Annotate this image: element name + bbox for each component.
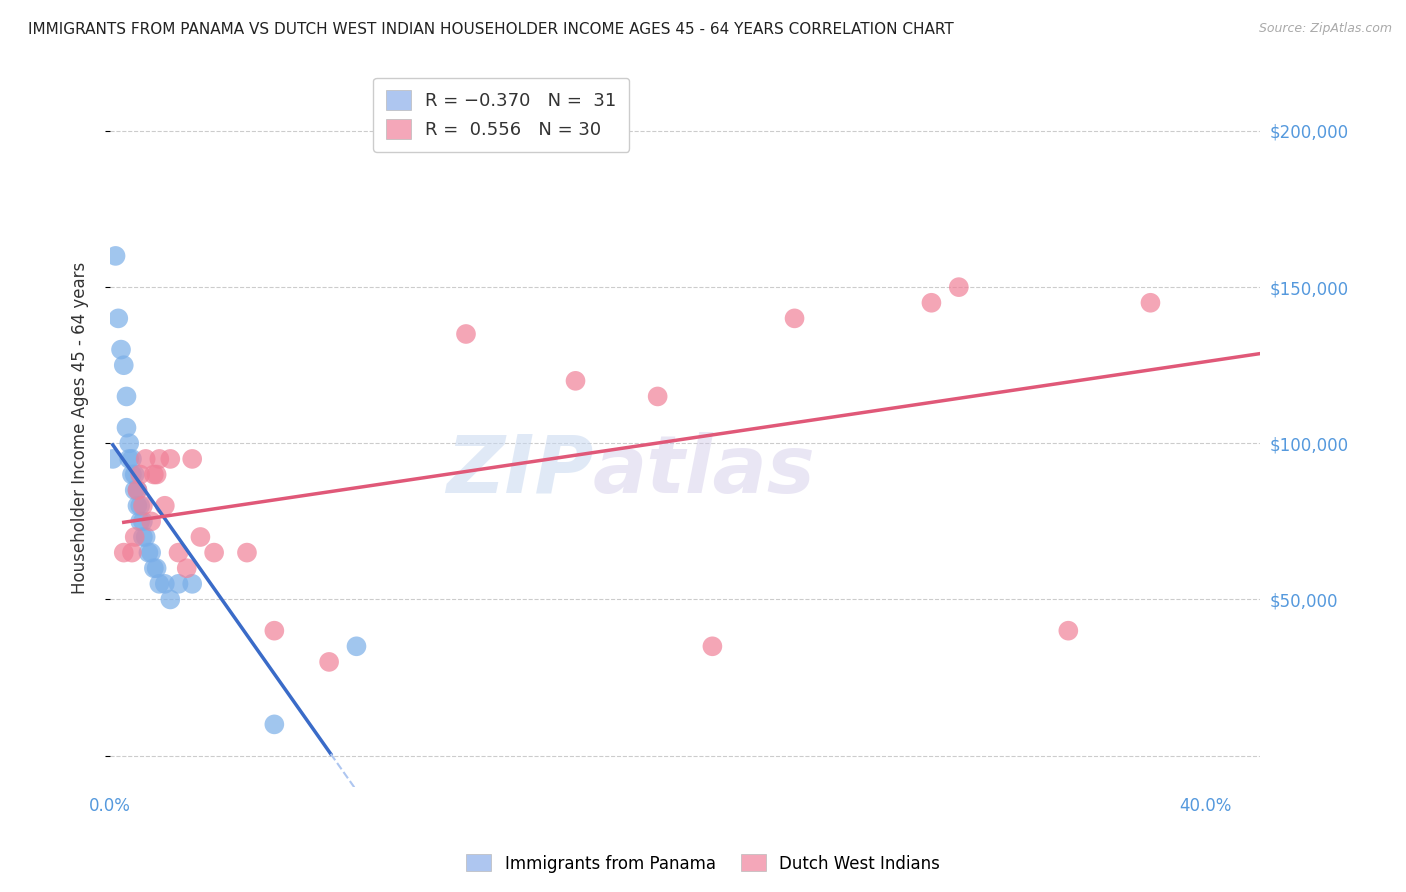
Point [148, 577, 170, 591]
Point [159, 592, 181, 607]
Point [948, 280, 970, 294]
Point [153, 499, 176, 513]
Point [132, 530, 155, 544]
Point [202, 546, 225, 560]
Point [236, 546, 259, 560]
Point [124, 483, 146, 497]
Point [167, 577, 190, 591]
Point [564, 374, 586, 388]
Point [132, 499, 155, 513]
Point [129, 514, 152, 528]
Point [124, 530, 146, 544]
Point [112, 358, 135, 372]
Point [127, 483, 149, 497]
Point [101, 451, 124, 466]
Point [176, 561, 198, 575]
Text: IMMIGRANTS FROM PANAMA VS DUTCH WEST INDIAN HOUSEHOLDER INCOME AGES 45 - 64 YEAR: IMMIGRANTS FROM PANAMA VS DUTCH WEST IND… [28, 22, 953, 37]
Point [142, 467, 165, 482]
Point [129, 467, 152, 482]
Point [263, 624, 285, 638]
Point [124, 467, 146, 482]
Y-axis label: Householder Income Ages 45 - 64 years: Householder Income Ages 45 - 64 years [72, 261, 89, 594]
Point [145, 561, 167, 575]
Point [135, 530, 157, 544]
Point [181, 577, 204, 591]
Point [138, 546, 160, 560]
Point [132, 514, 155, 528]
Point [153, 577, 176, 591]
Point [1057, 624, 1080, 638]
Point [121, 451, 143, 466]
Text: ZIP: ZIP [446, 432, 593, 509]
Point [115, 420, 138, 434]
Point [190, 530, 212, 544]
Point [702, 640, 724, 654]
Point [121, 546, 143, 560]
Point [129, 499, 152, 513]
Point [647, 389, 669, 403]
Point [142, 561, 165, 575]
Point [118, 451, 141, 466]
Point [783, 311, 806, 326]
Point [121, 467, 143, 482]
Text: atlas: atlas [593, 432, 815, 509]
Point [127, 483, 149, 497]
Point [920, 295, 942, 310]
Legend: R = −0.370   N =  31, R =  0.556   N = 30: R = −0.370 N = 31, R = 0.556 N = 30 [373, 78, 628, 152]
Point [318, 655, 340, 669]
Point [104, 249, 127, 263]
Point [115, 389, 138, 403]
Text: Source: ZipAtlas.com: Source: ZipAtlas.com [1258, 22, 1392, 36]
Point [167, 546, 190, 560]
Point [107, 311, 129, 326]
Point [118, 436, 141, 450]
Point [112, 546, 135, 560]
Point [139, 514, 162, 528]
Point [1139, 295, 1161, 310]
Legend: Immigrants from Panama, Dutch West Indians: Immigrants from Panama, Dutch West India… [460, 847, 946, 880]
Point [263, 717, 285, 731]
Point [135, 451, 157, 466]
Point [181, 451, 204, 466]
Point [346, 640, 368, 654]
Point [110, 343, 132, 357]
Point [139, 546, 162, 560]
Point [159, 451, 181, 466]
Point [454, 326, 477, 341]
Point [148, 451, 170, 466]
Point [127, 499, 149, 513]
Point [145, 467, 167, 482]
